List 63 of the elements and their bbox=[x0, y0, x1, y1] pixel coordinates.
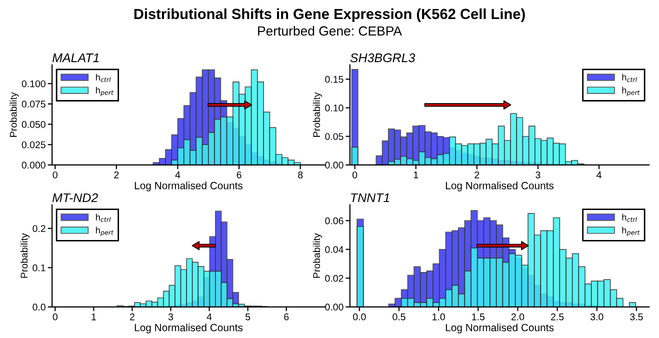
chart-title: MALAT1 bbox=[52, 54, 99, 62]
y-tick-label: 0.00 bbox=[325, 162, 344, 169]
chart-title: MT-ND2 bbox=[52, 193, 98, 202]
x-tick-label: 4 bbox=[596, 172, 602, 178]
y-tick-label: 0.15 bbox=[325, 76, 344, 83]
x-tick-label: 2 bbox=[130, 313, 134, 320]
x-tick-label: 8 bbox=[298, 171, 303, 178]
x-tick-label: 0 bbox=[352, 171, 358, 178]
x-tick-label: 6 bbox=[236, 171, 242, 178]
legend-label: h$_{pert}$ bbox=[96, 226, 114, 236]
x-axis-title: Log Normalised Counts bbox=[134, 324, 243, 334]
x-axis-title: Log Normalised Counts bbox=[134, 182, 243, 192]
y-tick-label: 0.050 bbox=[22, 121, 46, 128]
y-tick-label: 0.025 bbox=[22, 141, 46, 148]
x-tick-label: 0.0 bbox=[353, 313, 366, 320]
y-tick-label: 0.0 bbox=[32, 304, 46, 311]
y-tick-label: 0.02 bbox=[325, 274, 344, 282]
y-tick-label: 0.000 bbox=[22, 162, 46, 169]
x-tick-label: 3 bbox=[168, 313, 174, 320]
y-tick-label: 0.06 bbox=[325, 217, 344, 224]
y-tick-label: 0.075 bbox=[22, 100, 46, 108]
x-tick-label: 0.5 bbox=[392, 313, 406, 320]
y-axis-title: Probability bbox=[20, 233, 30, 278]
y-axis-title: Probability bbox=[10, 92, 19, 137]
chart-title: SH3BGRL3 bbox=[350, 53, 416, 62]
y-tick-label: 0.05 bbox=[325, 133, 344, 140]
x-tick-label: 1 bbox=[92, 314, 96, 320]
x-tick-label: 2 bbox=[114, 171, 119, 178]
legend-label: h$_{pert}$ bbox=[622, 226, 640, 236]
x-tick-label: 1.0 bbox=[432, 313, 445, 320]
x-tick-label: 6 bbox=[284, 313, 289, 320]
y-tick-label: 0.04 bbox=[325, 246, 344, 254]
x-axis-title: Log Normalised Counts bbox=[446, 324, 554, 334]
y-tick-label: 0.100 bbox=[22, 80, 46, 88]
x-tick-label: 1 bbox=[414, 172, 418, 178]
legend-label: h$_{pert}$ bbox=[622, 86, 640, 96]
y-axis-title: Probability bbox=[312, 92, 322, 137]
text: Distributional Shifts in Gene Expression (K562 Cell Line) bbox=[134, 8, 525, 22]
y-tick-label: 0.1 bbox=[32, 264, 46, 272]
legend-label: h$_{pert}$ bbox=[96, 86, 114, 96]
x-tick-label: 2 bbox=[474, 171, 480, 178]
x-tick-label: 2.5 bbox=[551, 313, 564, 320]
legend-label: h$_{ctrl}$ bbox=[622, 74, 638, 82]
x-tick-label: 4 bbox=[175, 172, 180, 178]
y-axis-title: Probability bbox=[312, 233, 322, 278]
x-tick-label: 3.5 bbox=[630, 313, 643, 320]
x-tick-label: 0 bbox=[52, 313, 58, 320]
y-tick-label: 0.2 bbox=[32, 225, 46, 232]
legend-label: h$_{ctrl}$ bbox=[96, 74, 111, 82]
x-tick-label: 4 bbox=[206, 314, 212, 320]
y-tick-label: 0.10 bbox=[325, 104, 344, 112]
chart-title: TNNT1 bbox=[351, 193, 390, 202]
x-tick-label: 5 bbox=[246, 314, 250, 320]
legend-label: h$_{ctrl}$ bbox=[96, 214, 111, 222]
y-tick-label: 0.00 bbox=[325, 304, 344, 311]
x-tick-label: 0 bbox=[52, 171, 58, 178]
x-tick-label: 1.5 bbox=[472, 314, 484, 320]
x-axis-title: Log Normalised Counts bbox=[446, 182, 554, 192]
text: Perturbed Gene: CEBPA bbox=[258, 26, 402, 36]
x-tick-label: 3.0 bbox=[590, 313, 604, 320]
x-tick-label: 3 bbox=[536, 171, 540, 178]
x-tick-label: 2.0 bbox=[511, 313, 524, 320]
legend-label: h$_{ctrl}$ bbox=[622, 214, 638, 222]
